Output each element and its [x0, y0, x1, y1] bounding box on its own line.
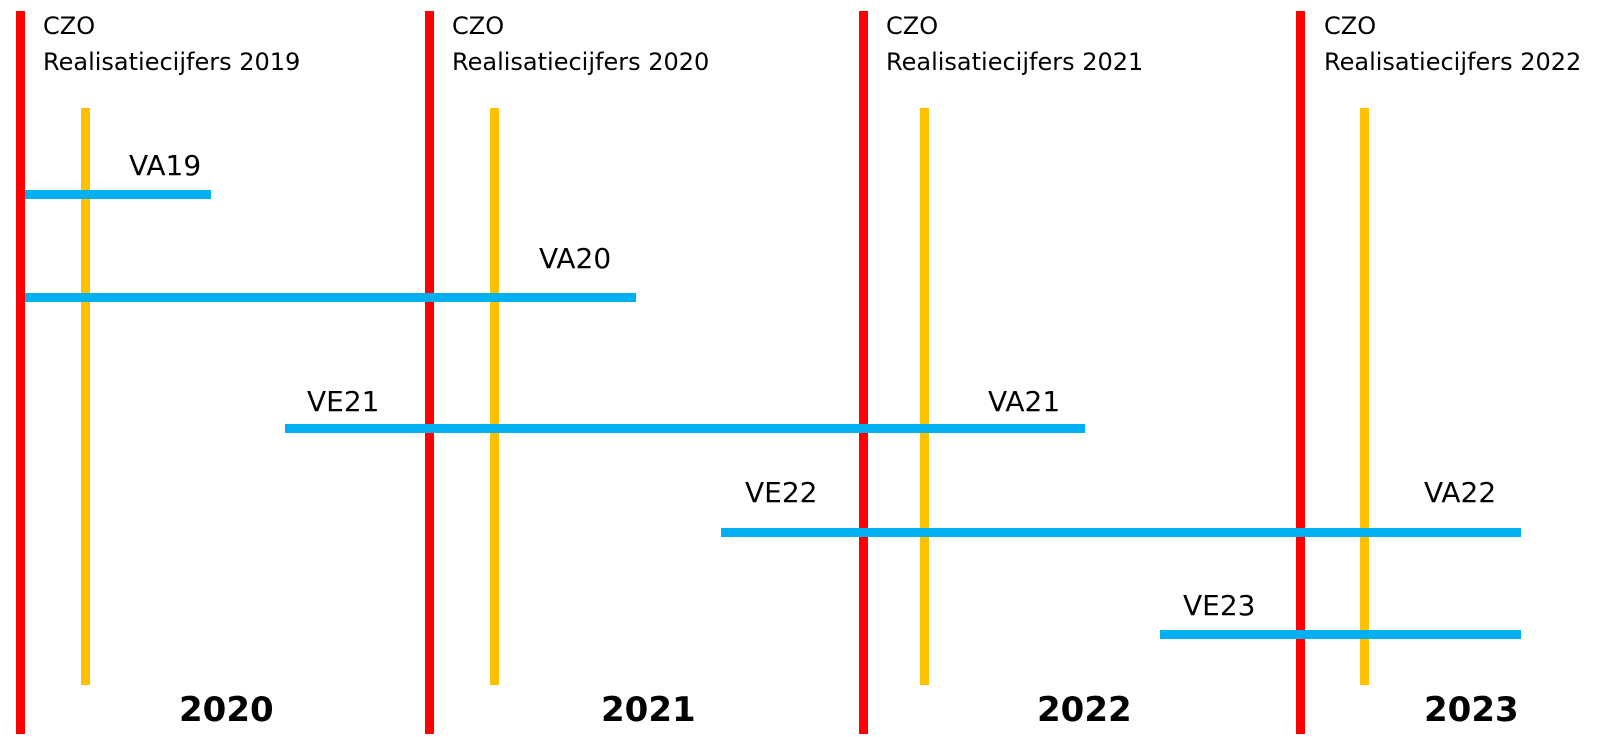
bar-label-va21: VA21: [988, 385, 1061, 418]
period-bar-va19: [25, 190, 211, 199]
year-label: 2022: [1037, 690, 1132, 730]
year-label: 2023: [1424, 690, 1519, 730]
header-czo: CZO: [886, 12, 939, 40]
period-bar-21: [285, 424, 1085, 433]
header-title: Realisatiecijfers 2019: [43, 48, 301, 76]
period-bar-22: [721, 528, 1521, 537]
report-line-2021: [859, 11, 868, 734]
report-line-2020: [425, 11, 434, 734]
bar-label-va22: VA22: [1424, 476, 1497, 509]
report-line-2019: [16, 11, 25, 734]
mid-line-2022: [920, 108, 929, 685]
report-line-2022: [1296, 11, 1305, 734]
bar-label-ve23: VE23: [1183, 589, 1256, 622]
period-bar-23: [1160, 630, 1521, 639]
year-label: 2020: [179, 690, 274, 730]
period-bar-va20: [25, 293, 636, 302]
header-czo: CZO: [43, 12, 96, 40]
year-label: 2021: [601, 690, 696, 730]
header-czo: CZO: [452, 12, 505, 40]
header-title: Realisatiecijfers 2020: [452, 48, 710, 76]
bar-label-va19: VA19: [129, 149, 202, 182]
bar-label-ve21: VE21: [307, 385, 380, 418]
mid-line-2021: [490, 108, 499, 685]
bar-label-ve22: VE22: [745, 476, 818, 509]
header-title: Realisatiecijfers 2022: [1324, 48, 1582, 76]
header-czo: CZO: [1324, 12, 1377, 40]
mid-line-2020: [81, 108, 90, 685]
bar-label-va20: VA20: [539, 242, 612, 275]
header-title: Realisatiecijfers 2021: [886, 48, 1144, 76]
mid-line-2023: [1360, 108, 1369, 685]
